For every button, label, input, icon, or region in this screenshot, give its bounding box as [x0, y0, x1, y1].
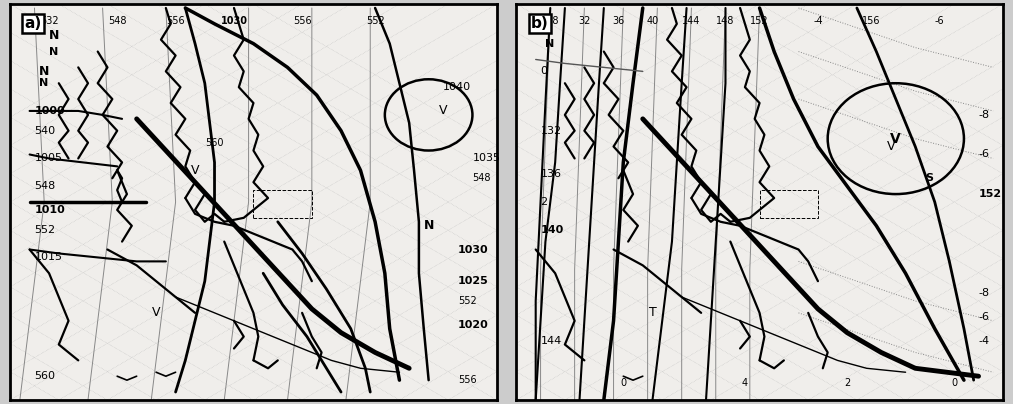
Text: 1020: 1020 — [458, 320, 488, 330]
Text: 136: 136 — [541, 169, 561, 179]
Text: 36: 36 — [612, 16, 625, 26]
Text: S: S — [925, 173, 933, 183]
Text: 148: 148 — [716, 16, 734, 26]
Text: 1015: 1015 — [34, 252, 63, 263]
Text: 2: 2 — [541, 197, 548, 207]
Text: 1005: 1005 — [34, 154, 63, 164]
Text: 1025: 1025 — [458, 276, 488, 286]
Bar — [760, 190, 817, 218]
Text: 556: 556 — [293, 16, 311, 26]
Text: N: N — [423, 219, 434, 232]
Text: 556: 556 — [458, 375, 476, 385]
Text: N: N — [49, 46, 59, 57]
Text: 560: 560 — [206, 138, 224, 147]
Text: -6: -6 — [935, 16, 944, 26]
Text: V: V — [152, 306, 160, 319]
Text: N: N — [40, 78, 49, 88]
Text: a): a) — [24, 16, 42, 31]
Text: 552: 552 — [366, 16, 385, 26]
Text: 4: 4 — [742, 378, 748, 388]
Text: 552: 552 — [34, 225, 56, 235]
Text: 0: 0 — [541, 66, 548, 76]
Text: 152: 152 — [979, 189, 1002, 199]
Text: 556: 556 — [166, 16, 185, 26]
Text: 548: 548 — [34, 181, 56, 191]
Text: N: N — [49, 29, 59, 42]
Text: 552: 552 — [458, 296, 476, 306]
Text: 1035: 1035 — [472, 154, 500, 164]
Text: 1030: 1030 — [221, 16, 247, 26]
Text: V: V — [890, 132, 902, 146]
Text: -4: -4 — [813, 16, 823, 26]
Bar — [253, 190, 312, 218]
Text: N: N — [40, 65, 50, 78]
Text: 540: 540 — [34, 126, 56, 136]
Text: 132: 132 — [541, 126, 561, 136]
Text: 1040: 1040 — [444, 82, 471, 92]
Text: 2: 2 — [844, 378, 850, 388]
Text: 156: 156 — [862, 16, 880, 26]
Text: 0: 0 — [951, 378, 957, 388]
Text: 128: 128 — [541, 16, 559, 26]
Text: 1000: 1000 — [34, 106, 65, 116]
Text: -8: -8 — [979, 110, 990, 120]
Text: 560: 560 — [34, 371, 56, 381]
Text: V: V — [190, 164, 200, 177]
Text: -6: -6 — [979, 149, 990, 160]
Text: -8: -8 — [979, 288, 990, 298]
Text: 548: 548 — [108, 16, 127, 26]
Text: 32: 32 — [578, 16, 591, 26]
Text: 548: 548 — [472, 173, 491, 183]
Text: -6: -6 — [979, 312, 990, 322]
Text: 144: 144 — [541, 336, 562, 345]
Text: 0: 0 — [620, 378, 626, 388]
Text: 144: 144 — [682, 16, 701, 26]
Text: V: V — [439, 105, 448, 118]
Text: 152: 152 — [751, 16, 769, 26]
Text: 532: 532 — [40, 16, 59, 26]
Text: T: T — [648, 306, 656, 319]
Text: -4: -4 — [979, 336, 990, 345]
Text: N: N — [545, 39, 555, 48]
Text: 1010: 1010 — [34, 205, 65, 215]
Text: 40: 40 — [646, 16, 658, 26]
Text: 140: 140 — [541, 225, 564, 235]
Text: V: V — [886, 140, 895, 153]
Text: b): b) — [531, 16, 549, 31]
Text: 1030: 1030 — [458, 244, 488, 255]
